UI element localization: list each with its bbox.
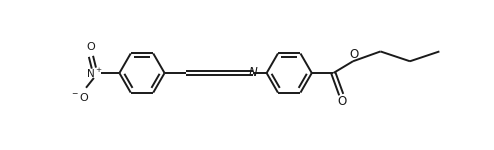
Text: N: N [248, 66, 257, 79]
Text: $\mathregular{N^+}$: $\mathregular{N^+}$ [85, 66, 102, 80]
Text: O: O [337, 95, 347, 108]
Text: O: O [86, 42, 95, 52]
Text: O: O [349, 48, 359, 61]
Text: $\mathregular{^-O}$: $\mathregular{^-O}$ [70, 91, 90, 103]
